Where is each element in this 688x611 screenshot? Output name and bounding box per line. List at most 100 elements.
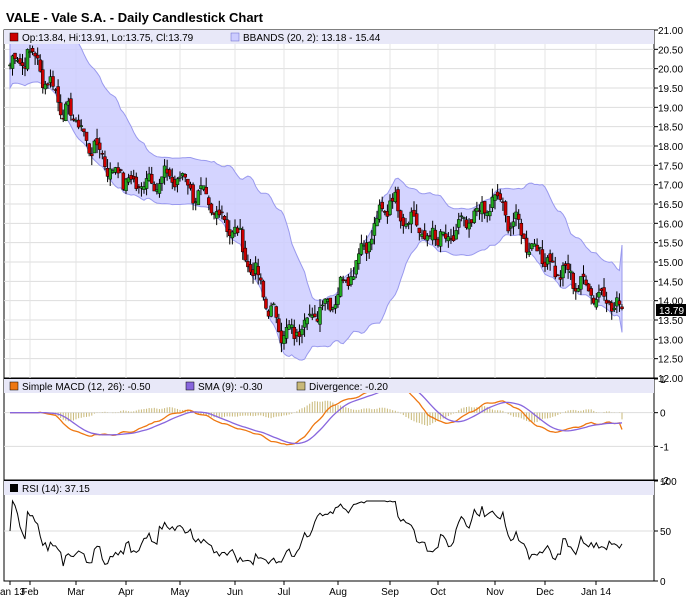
- x-tick-label: Nov: [486, 587, 504, 598]
- candle-body: [372, 223, 377, 236]
- candle-body: [277, 318, 281, 332]
- candle-body: [274, 306, 279, 318]
- candle-body: [307, 313, 312, 316]
- candle-body: [191, 184, 195, 204]
- candle-body: [594, 299, 599, 308]
- x-tick-label: Jun: [227, 587, 243, 598]
- candle-body: [516, 213, 521, 220]
- x-tick-label: Jul: [278, 587, 291, 598]
- candle-body: [617, 300, 622, 305]
- bbands-legend-swatch: [230, 32, 240, 42]
- candle-body: [35, 54, 40, 59]
- candle-body: [543, 261, 547, 267]
- rsi-legend-text: RSI (14): 37.15: [22, 484, 90, 495]
- candle-body: [97, 142, 102, 150]
- candle-body: [259, 277, 263, 281]
- x-tick-label: Mar: [67, 587, 85, 598]
- candle-body: [248, 264, 253, 273]
- candle-body: [404, 223, 408, 227]
- candle-body: [124, 178, 128, 191]
- candle-body: [556, 274, 560, 277]
- candle-body: [71, 118, 76, 121]
- x-tick-label: Jan 13: [0, 587, 25, 598]
- candle-body: [58, 102, 63, 116]
- candle-body: [28, 51, 32, 54]
- candle-body: [620, 306, 624, 310]
- candle-body: [318, 307, 322, 325]
- price-tick-label: 12.00: [658, 374, 683, 385]
- macd-grid: [4, 412, 654, 447]
- candle-body: [359, 243, 364, 255]
- candle-body: [537, 246, 542, 249]
- candle-body: [388, 200, 392, 215]
- candle-body: [566, 263, 570, 270]
- candle-body: [108, 168, 112, 180]
- price-legend-bar: [4, 30, 654, 44]
- sma-legend-text: SMA (9): -0.30: [198, 382, 263, 393]
- candle-body: [264, 298, 268, 309]
- macd-signal-line: [10, 384, 623, 445]
- candle-body: [482, 201, 487, 214]
- candle-body: [157, 183, 162, 194]
- candle-body: [126, 177, 131, 183]
- price-tick-label: 15.50: [658, 239, 683, 250]
- candle-body: [204, 187, 208, 195]
- candle-body: [456, 219, 461, 228]
- candle-body: [401, 217, 406, 226]
- candle-body: [300, 328, 304, 336]
- macd-tick-label: -2: [660, 476, 669, 487]
- x-tick-label: Apr: [118, 587, 134, 598]
- price-tick-label: 12.50: [658, 355, 683, 366]
- price-tick-label: 16.00: [658, 219, 683, 230]
- candle-body: [222, 216, 227, 221]
- candle-body: [76, 119, 81, 128]
- candle-body: [284, 327, 289, 339]
- candle-body: [100, 153, 105, 155]
- candle-body: [230, 231, 235, 239]
- price-tick-label: 16.50: [658, 200, 683, 211]
- rsi-panel: RSI (14): 37.15 100 50 0: [3, 477, 677, 588]
- candle-body: [586, 283, 591, 292]
- candle-body: [328, 297, 333, 311]
- x-tick-label: May: [171, 587, 190, 598]
- divergence-legend-text: Divergence: -0.20: [309, 382, 388, 393]
- candle-body: [84, 131, 89, 141]
- candle-body: [425, 235, 430, 241]
- candle-body: [79, 125, 84, 127]
- candle-body: [240, 229, 245, 253]
- rsi-legend-swatch: [10, 484, 18, 492]
- candle-body: [305, 317, 309, 325]
- candle-body: [30, 48, 35, 52]
- price-y-axis: 21.00 20.50 20.00 19.50 19.00 18.50 18.00 17.50…: [654, 26, 683, 385]
- macd-legend-swatch: [9, 381, 19, 391]
- x-tick-label: Aug: [329, 587, 347, 598]
- candle-body: [160, 176, 164, 184]
- candle-body: [597, 292, 601, 298]
- candle-body: [20, 62, 25, 67]
- candle-body: [246, 261, 250, 268]
- candle-body: [579, 276, 583, 290]
- candle-body: [441, 231, 445, 235]
- candle-body: [261, 280, 266, 298]
- candle-body: [33, 52, 37, 57]
- candle-body: [225, 219, 229, 232]
- candle-body: [571, 272, 575, 289]
- candle-body: [69, 98, 73, 116]
- candle-body: [82, 128, 86, 133]
- chart-title: VALE - Vale S.A. - Daily Candlestick Cha…: [6, 10, 264, 25]
- candle-body: [527, 251, 531, 255]
- candle-body: [548, 253, 552, 262]
- candle-body: [503, 201, 508, 216]
- candle-body: [349, 276, 353, 285]
- candle-body: [357, 253, 361, 264]
- candle-body: [459, 215, 464, 218]
- candle-body: [584, 279, 588, 285]
- candle-body: [183, 174, 187, 178]
- candle-body: [43, 83, 48, 90]
- candle-body: [351, 276, 356, 280]
- price-tick-label: 14.50: [658, 277, 683, 288]
- candle-body: [209, 203, 214, 214]
- candle-body: [377, 204, 382, 220]
- candle-body: [269, 305, 273, 317]
- candle-body: [524, 237, 529, 253]
